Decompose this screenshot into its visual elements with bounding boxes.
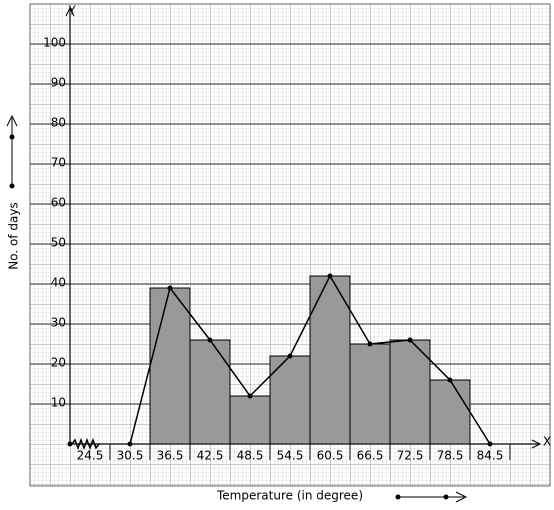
polygon-point bbox=[487, 441, 493, 447]
y-tick-label: 80 bbox=[51, 116, 66, 130]
y-axis-name: Y bbox=[67, 4, 76, 18]
bar bbox=[429, 379, 471, 445]
x-tick-label: 24.5 bbox=[77, 449, 104, 463]
y-tick-label: 40 bbox=[51, 276, 66, 290]
polygon-point bbox=[407, 337, 413, 343]
y-arrow bbox=[6, 114, 18, 189]
y-tick-label: 70 bbox=[51, 156, 66, 170]
bar bbox=[149, 287, 191, 445]
x-tick-label: 48.5 bbox=[237, 449, 264, 463]
polygon-point bbox=[447, 377, 453, 383]
x-tick-label: 72.5 bbox=[397, 449, 424, 463]
y-tick-label: 10 bbox=[51, 396, 66, 410]
y-tick-label: 50 bbox=[51, 236, 66, 250]
frequency-polygon bbox=[129, 274, 491, 445]
bar bbox=[189, 339, 231, 445]
bar bbox=[349, 343, 391, 445]
y-tick-label: 60 bbox=[51, 196, 66, 210]
x-tick-label: 60.5 bbox=[317, 449, 344, 463]
x-tick-label: 30.5 bbox=[117, 449, 144, 463]
x-tick-label: 54.5 bbox=[277, 449, 304, 463]
y-tick-label: 20 bbox=[51, 356, 66, 370]
y-axis-label: No. of days bbox=[7, 202, 21, 269]
polygon-point bbox=[207, 337, 213, 343]
x-axis-arrow bbox=[531, 439, 542, 449]
polygon-point bbox=[367, 341, 373, 347]
x-tick-label: 36.5 bbox=[157, 449, 184, 463]
y-tick-label: 30 bbox=[51, 316, 66, 330]
polygon-point bbox=[327, 273, 333, 279]
y-tick-label: 100 bbox=[43, 36, 66, 50]
bar bbox=[229, 395, 271, 445]
x-tick-label: 84.5 bbox=[477, 449, 504, 463]
y-tick-label: 90 bbox=[51, 76, 66, 90]
x-tick-label: 78.5 bbox=[437, 449, 464, 463]
polygon-point bbox=[127, 441, 133, 447]
x-arrow bbox=[395, 491, 468, 503]
x-axis-label: Temperature (in degree) bbox=[216, 489, 363, 503]
x-axis-name: X bbox=[543, 435, 551, 449]
x-tick-label: 42.5 bbox=[197, 449, 224, 463]
polygon-point bbox=[167, 285, 173, 291]
y-axis-arrow bbox=[65, 6, 75, 17]
polygon-point bbox=[287, 353, 293, 359]
bar bbox=[389, 339, 431, 445]
x-tick-label: 66.5 bbox=[357, 449, 384, 463]
polygon-point bbox=[247, 393, 253, 399]
